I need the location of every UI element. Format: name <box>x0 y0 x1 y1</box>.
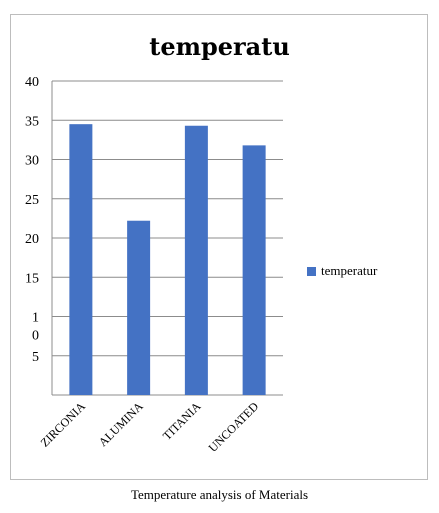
y-tick-label: 20 <box>25 232 39 247</box>
bar <box>242 145 266 395</box>
figure-caption: Temperature analysis of Materials <box>130 487 309 502</box>
bar <box>127 220 151 395</box>
legend: temperatur <box>307 263 377 279</box>
chart-title: temperatu <box>149 32 290 61</box>
bar <box>184 125 208 396</box>
x-tick-label: UNCOATED <box>206 399 262 455</box>
y-tick-label: 40 <box>25 75 39 90</box>
y-tick-label: 25 <box>25 193 39 208</box>
bar <box>69 124 93 396</box>
y-tick-label: 5 <box>32 350 39 365</box>
y-tick-label: 30 <box>25 154 39 169</box>
x-tick-label: ZIRCONIA <box>38 399 89 450</box>
y-tick-label: 35 <box>25 114 39 129</box>
legend-swatch <box>307 266 316 276</box>
x-tick-label: TITANIA <box>160 399 204 443</box>
y-tick-label: 15 <box>25 271 39 286</box>
legend-label: temperatur <box>321 263 378 278</box>
x-tick-label: ALUMINA <box>96 399 146 449</box>
